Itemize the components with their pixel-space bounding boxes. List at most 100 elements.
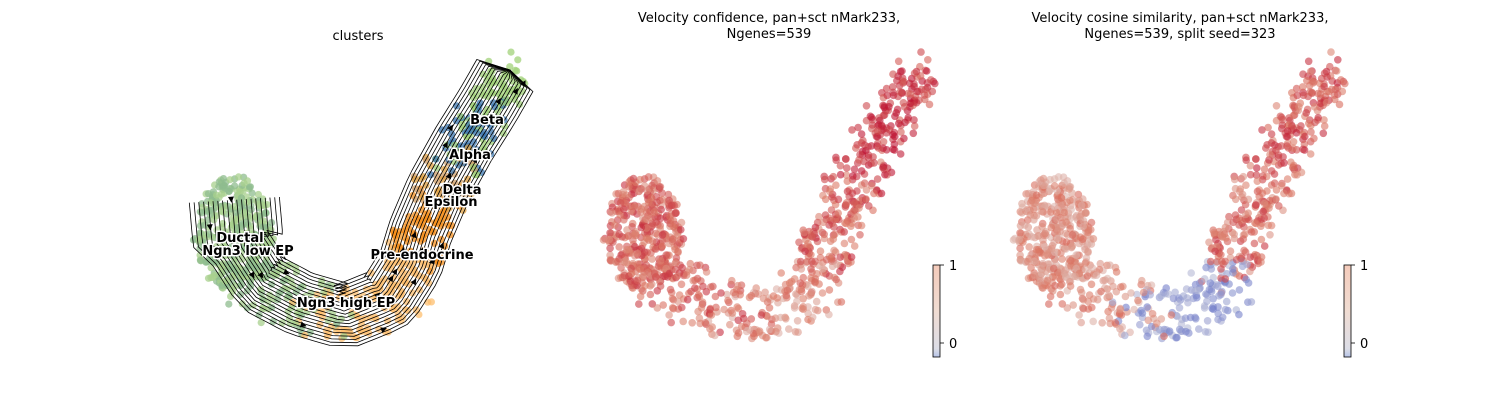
cell-point: [1021, 221, 1029, 229]
velocity-arrowhead: [471, 156, 478, 164]
cell-point: [671, 208, 680, 217]
cell-point: [1186, 313, 1195, 322]
cell-point: [1057, 194, 1066, 202]
cell-point: [1295, 103, 1303, 111]
cell-point: [1277, 142, 1286, 150]
cell-point: [1316, 90, 1325, 98]
cell-point: [1292, 129, 1301, 137]
cell-point: [446, 151, 454, 159]
cell-point: [254, 190, 262, 199]
cell-point: [1259, 207, 1267, 216]
cell-point: [1079, 217, 1088, 225]
velocity-streamline: [207, 69, 522, 334]
cell-point: [1252, 155, 1260, 163]
cell-point: [850, 242, 859, 250]
cell-point: [640, 182, 649, 190]
cell-point: [879, 138, 888, 146]
cell-point: [1025, 243, 1033, 251]
cell-point: [1088, 303, 1096, 312]
cell-point: [423, 260, 431, 269]
cell-point: [1068, 231, 1077, 239]
cell-point: [620, 216, 628, 224]
cell-point: [793, 317, 802, 325]
cell-point: [685, 265, 694, 274]
cell-point: [651, 245, 660, 253]
cell-point: [1225, 280, 1233, 288]
cell-point: [1068, 189, 1076, 197]
cell-point: [826, 187, 834, 196]
cell-point: [868, 121, 877, 129]
cell-point: [1236, 187, 1244, 196]
cell-point: [1310, 103, 1319, 111]
cell-point: [1050, 182, 1059, 190]
cell-point: [1030, 205, 1038, 213]
cell-point: [1283, 175, 1292, 183]
cell-point: [1087, 280, 1096, 289]
cell-point: [757, 311, 766, 319]
cell-point: [201, 221, 209, 229]
cell-point: [820, 175, 829, 184]
cell-point: [1146, 290, 1154, 299]
cell-point: [1229, 265, 1237, 273]
cell-point: [1144, 316, 1153, 325]
cell-point: [1320, 116, 1328, 124]
cell-point: [800, 228, 808, 237]
cell-point: [864, 153, 873, 162]
cell-point: [1314, 113, 1322, 122]
cell-point: [616, 199, 625, 207]
cell-point: [865, 202, 873, 210]
velocity-streamline: [257, 64, 511, 296]
cell-point: [1280, 159, 1288, 167]
cell-point: [669, 217, 678, 225]
cell-point: [1213, 257, 1221, 266]
cell-point: [665, 311, 673, 319]
cell-point: [636, 292, 645, 301]
cell-point: [776, 313, 785, 322]
cell-point: [1308, 77, 1317, 85]
cell-point: [650, 269, 659, 277]
cell-point: [611, 221, 619, 229]
cell-point: [1173, 312, 1181, 321]
cell-point: [706, 305, 714, 314]
velocity-arrowhead: [282, 268, 290, 275]
cell-point: [843, 164, 851, 172]
cell-point: [1060, 269, 1069, 277]
cell-point: [1071, 272, 1079, 281]
cell-point: [821, 195, 830, 204]
cell-point: [641, 282, 649, 290]
velocity-arrowhead: [447, 124, 453, 132]
cell-point: [812, 297, 821, 306]
cell-point: [1226, 253, 1235, 262]
cell-point: [1097, 287, 1105, 296]
cell-point: [606, 244, 614, 253]
cell-point: [353, 312, 361, 320]
cell-point: [1225, 212, 1233, 221]
cell-point: [837, 298, 846, 306]
cell-point: [832, 156, 840, 164]
velocity-streamline: [188, 69, 534, 347]
cell-point: [677, 280, 686, 289]
cell-point: [1283, 127, 1292, 135]
cell-point: [1228, 289, 1237, 297]
cell-point: [273, 271, 281, 279]
cell-point: [1045, 187, 1053, 195]
cell-point: [847, 235, 856, 244]
cell-point: [640, 202, 649, 211]
cell-point: [469, 111, 477, 120]
cell-point: [889, 70, 897, 78]
cell-point: [904, 113, 912, 122]
cell-point: [1016, 244, 1024, 253]
cluster-label-ngn3-low-ep: Ngn3 low EP: [202, 244, 293, 259]
cell-point: [862, 195, 870, 203]
cell-point: [759, 294, 768, 303]
cell-point: [235, 173, 243, 181]
velocity-streamline: [231, 69, 511, 318]
cell-point: [1072, 251, 1080, 259]
cell-point: [1209, 305, 1217, 314]
cell-point: [870, 159, 878, 167]
cell-point: [189, 236, 198, 244]
cell-point: [1037, 207, 1046, 215]
panel-clusters: [188, 48, 534, 347]
cell-point: [1027, 264, 1035, 272]
